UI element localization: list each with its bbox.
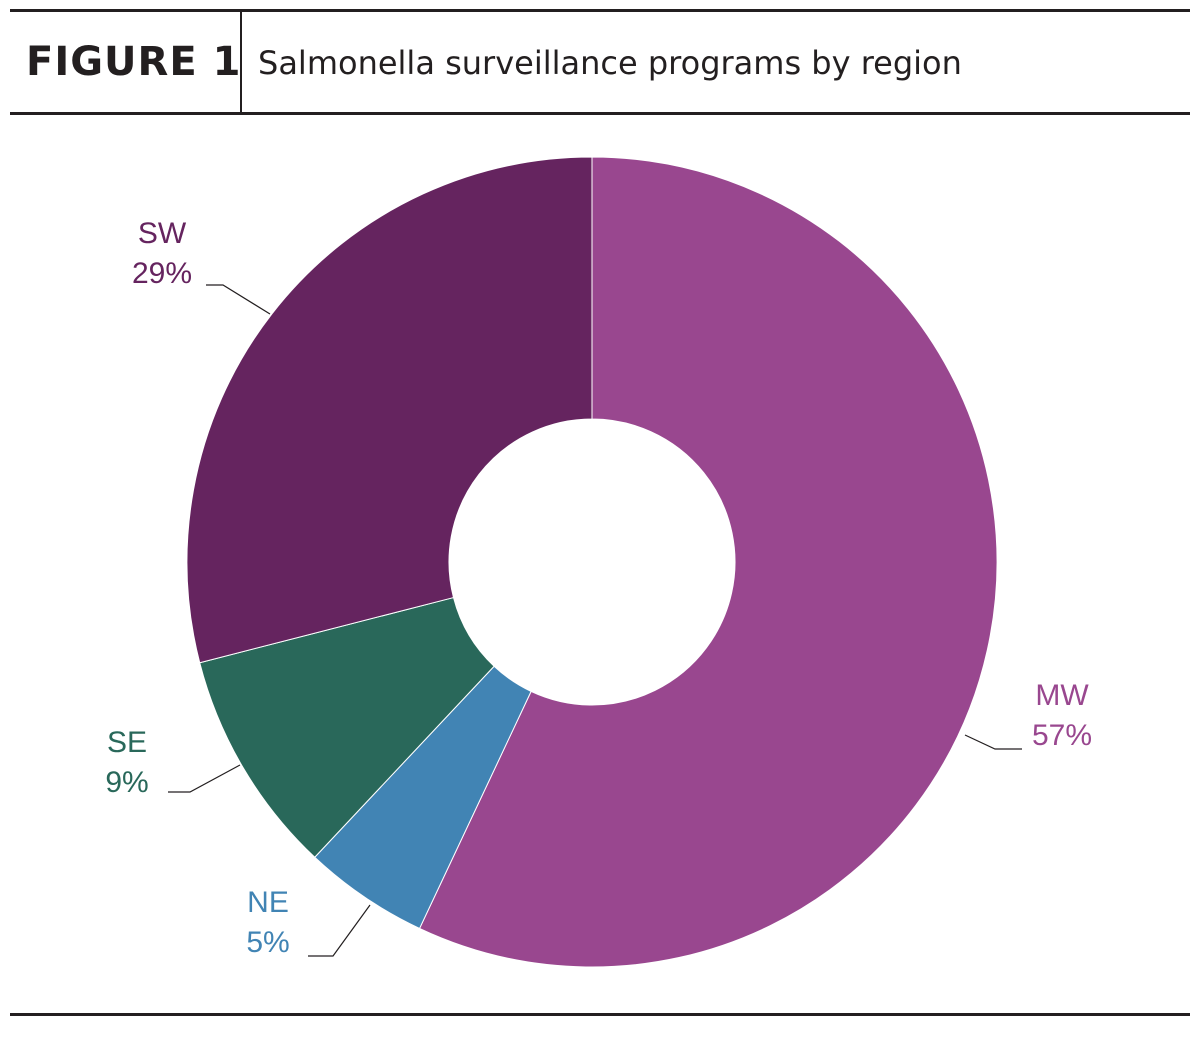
header-divider [240,12,242,112]
slice-label-sw: SW [138,217,187,250]
slice-label-se: SE [107,726,147,759]
leader-line-sw [206,284,271,315]
figure-title: Salmonella surveillance programs by regi… [258,44,962,82]
leader-line-mw [964,734,1022,750]
leader-line-se [168,764,241,793]
labels-group: MW 57% NE 5% SE 9% SW 29% [105,217,1092,959]
leader-line-ne [308,904,371,957]
slice-label-mw: MW [1035,679,1089,712]
slice-value-ne: 5% [246,926,289,959]
top-rule [10,9,1190,12]
figure-number: FIGURE 1 [26,39,242,85]
slice-sw [186,156,593,664]
slice-se [199,596,495,858]
slice-value-se: 9% [105,766,148,799]
header-bottom-rule [10,112,1190,115]
slices-group [186,156,998,968]
slice-value-sw: 29% [132,257,192,290]
slice-value-mw: 57% [1032,719,1092,752]
slice-label-ne: NE [247,886,289,919]
slice-mw [418,156,998,968]
bottom-rule [10,1013,1190,1016]
